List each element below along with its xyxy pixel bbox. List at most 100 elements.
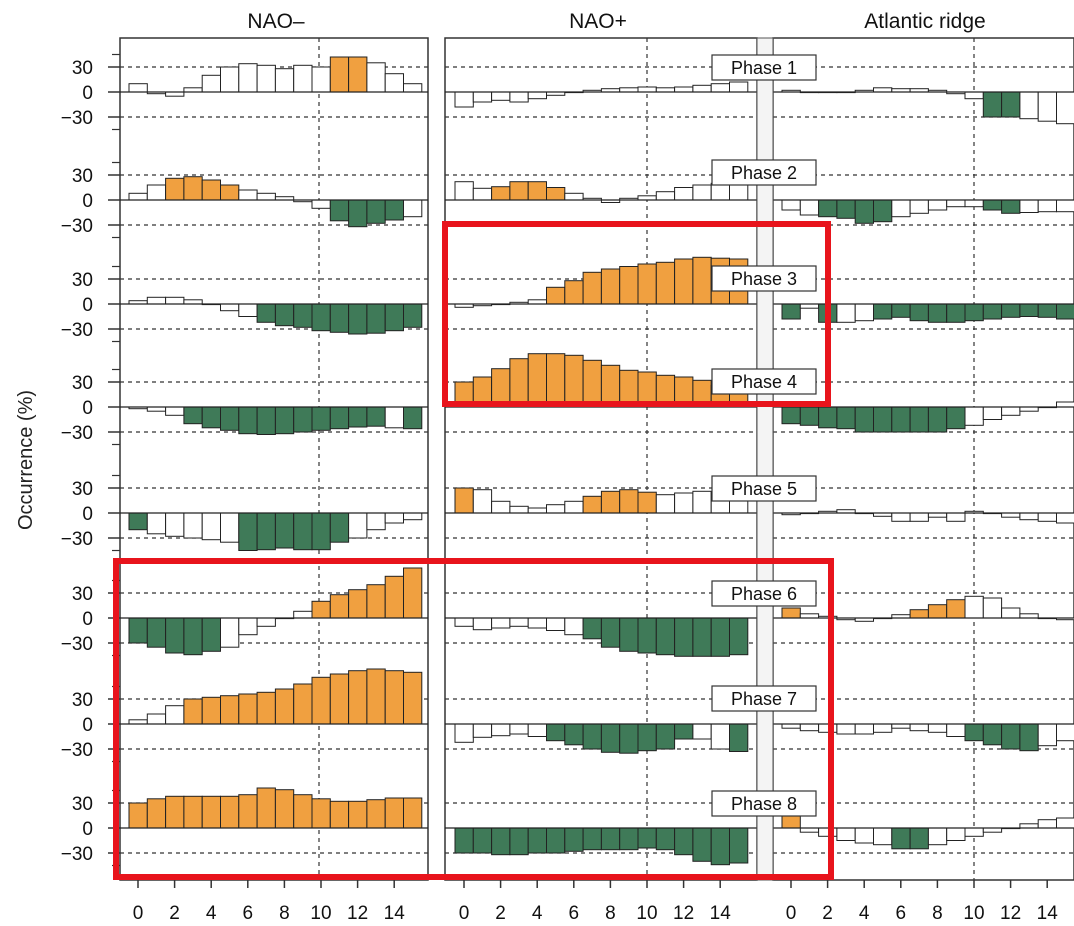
phase-label: Phase 6 [711, 580, 817, 607]
bar [692, 617, 712, 657]
x-tick-label: 0 [133, 903, 144, 924]
bar [348, 303, 368, 335]
bar [836, 723, 856, 735]
bar [1056, 199, 1074, 213]
bar [348, 800, 368, 829]
bar [692, 723, 712, 740]
bar [873, 87, 893, 93]
bar [1037, 91, 1057, 122]
bar [674, 86, 694, 93]
bar [927, 512, 948, 518]
bar [1001, 406, 1021, 416]
bar [891, 512, 911, 522]
bar [692, 490, 712, 514]
bar [366, 303, 386, 334]
x-tick-label: 8 [932, 903, 943, 924]
bar [238, 617, 258, 636]
bar [710, 617, 731, 657]
bar [946, 599, 966, 619]
bar [220, 184, 240, 201]
y-tick-label: −30 [61, 216, 93, 237]
bar [183, 406, 203, 425]
bar [384, 199, 405, 221]
bar [472, 827, 493, 854]
bar [909, 609, 929, 619]
y-tick-label: 0 [82, 504, 93, 525]
phase-label-box [711, 54, 817, 81]
bar [964, 199, 984, 208]
bar [836, 303, 856, 323]
bar [582, 495, 602, 514]
bar [146, 617, 167, 648]
bar [873, 303, 893, 320]
bar [619, 723, 639, 754]
bar [637, 86, 657, 93]
panel-nao-plus: 0 2 4 6 8 10 12 14 [444, 37, 758, 924]
bar [238, 693, 258, 725]
bar [637, 723, 657, 752]
bar [329, 406, 350, 430]
bar [329, 594, 350, 619]
phase-label-box [711, 685, 817, 712]
bar [692, 184, 712, 201]
bar [637, 491, 657, 514]
bar [128, 719, 148, 725]
bar [891, 723, 911, 729]
y-tick-label: 0 [82, 398, 93, 419]
bar [818, 723, 838, 733]
x-tick-label: 10 [310, 903, 331, 924]
bar [729, 81, 749, 93]
bar [329, 303, 350, 333]
bar [1056, 91, 1074, 125]
bar [982, 91, 1003, 118]
x-tick-label: 2 [169, 903, 180, 924]
bar [655, 723, 676, 750]
bar [384, 797, 405, 829]
bar [982, 597, 1003, 619]
bar [527, 91, 548, 100]
y-tick-label: −30 [61, 320, 93, 341]
bar [799, 199, 820, 216]
column-title-nao-minus: NAO– [247, 10, 305, 33]
bar [927, 406, 948, 433]
bar [454, 723, 474, 743]
bar [927, 303, 948, 323]
bar [146, 798, 167, 829]
y-tick-label: 30 [72, 794, 93, 815]
bar [491, 827, 511, 856]
bar [472, 489, 493, 514]
bar [366, 199, 386, 224]
bar [491, 500, 511, 514]
bar [854, 406, 875, 433]
panel-nao-minus: 0 2 4 6 8 10 12 14 [119, 37, 429, 924]
bar [836, 199, 856, 219]
bar [781, 303, 801, 320]
bar [256, 406, 276, 435]
bar [509, 181, 529, 201]
bar [274, 789, 295, 829]
bar [527, 299, 548, 305]
y-tick-label: 30 [72, 270, 93, 291]
bar [128, 83, 148, 93]
bar [854, 827, 875, 844]
bar [964, 91, 984, 100]
bar [454, 487, 474, 514]
phase-label-text: Phase 7 [731, 689, 797, 709]
bar [564, 192, 584, 201]
x-tick-label: 4 [206, 903, 217, 924]
bar [454, 827, 474, 854]
phase-label-text: Phase 8 [731, 794, 797, 814]
bar [165, 512, 185, 537]
panel-frame [444, 37, 758, 881]
phase-label-box [711, 368, 817, 395]
bar [491, 91, 511, 101]
bar [146, 184, 167, 201]
bar [1001, 303, 1021, 318]
bar [256, 303, 276, 323]
phase-label-text: Phase 2 [731, 163, 797, 183]
bar [674, 187, 694, 201]
bar [1037, 723, 1057, 747]
bar [729, 723, 749, 752]
bar [546, 353, 566, 408]
bar [818, 199, 838, 218]
